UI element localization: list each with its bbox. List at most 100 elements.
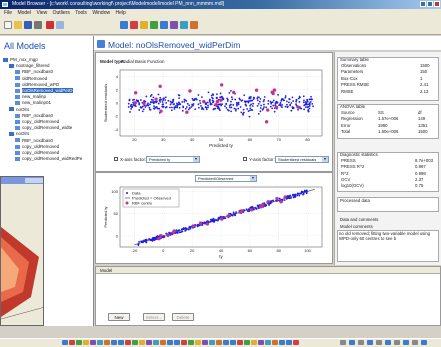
taskbar-app-icon[interactable] <box>181 340 187 345</box>
model-tool-icon-4[interactable] <box>150 21 158 29</box>
predicted-observed-plot[interactable]: -20 0 20 40 60 80 100 100 50 0 ty Predicted ty DataP… <box>100 183 328 262</box>
tree-item[interactable]: RBF_noxdbas0 <box>15 138 53 143</box>
menu-outliers[interactable]: Outliers <box>52 10 70 16</box>
yaxis-factor-checkbox[interactable] <box>243 157 247 161</box>
model-tool-icon-3[interactable] <box>140 21 148 29</box>
taskbar-app-icon[interactable] <box>76 340 82 345</box>
taskbar-app-icon[interactable] <box>230 340 236 345</box>
tree-item[interactable]: noOlrs <box>9 131 29 136</box>
tree-item[interactable]: copy_oldRemoved_widRedPe <box>15 156 82 161</box>
tree-item[interactable]: RBF_noxdbas0 <box>15 69 53 74</box>
taskbar-app-icon[interactable] <box>216 340 222 345</box>
tree-item[interactable]: oldRemoved <box>15 76 47 81</box>
rbf-centre-point <box>198 221 203 225</box>
model-tool-icon-2[interactable] <box>130 21 138 29</box>
taskbar-app-icon[interactable] <box>272 340 278 345</box>
tree-item[interactable]: noOlsRemoved_widPerD <box>15 88 73 93</box>
taskbar-app-icon[interactable] <box>279 340 285 345</box>
taskbar-app-icon[interactable] <box>139 340 145 345</box>
taskbar-app-icon[interactable] <box>286 340 292 345</box>
copy-icon[interactable] <box>56 21 64 29</box>
taskbar-app-icon[interactable] <box>111 340 117 345</box>
tray-icon[interactable] <box>412 340 418 345</box>
minimize-button[interactable] <box>420 1 426 7</box>
open-folder-icon[interactable] <box>14 21 22 29</box>
taskbar-app-icon[interactable] <box>167 340 173 345</box>
delete-icon[interactable] <box>46 21 54 29</box>
save-icon[interactable] <box>24 21 32 29</box>
tree-item[interactable]: copy_oldRemoved <box>15 144 59 149</box>
background-window[interactable] <box>0 176 44 326</box>
menu-tools[interactable]: Tools <box>75 10 87 16</box>
new-button[interactable]: New <box>108 313 130 321</box>
plot-type-select[interactable]: Predicted/Observed <box>195 175 257 182</box>
taskbar-app-icon[interactable] <box>202 340 208 345</box>
taskbar-app-icon[interactable] <box>146 340 152 345</box>
taskbar-app-icon[interactable] <box>160 340 166 345</box>
tree-item[interactable]: noOlrs <box>9 107 29 112</box>
model-tool-icon-1[interactable] <box>120 21 128 29</box>
menu-help[interactable]: Help <box>115 10 126 16</box>
select-button[interactable]: Select... <box>143 313 165 321</box>
tree-item[interactable]: oldRemoved_wPD <box>15 82 59 87</box>
menu-file[interactable]: File <box>4 10 13 16</box>
tree-item[interactable]: new_malinp01 <box>15 100 51 105</box>
tray-icon[interactable] <box>358 340 364 345</box>
tree-item[interactable]: RBF_noxdbas0 <box>15 113 53 118</box>
taskbar-app-icon[interactable] <box>223 340 229 345</box>
tray-icon[interactable] <box>385 340 391 345</box>
taskbar-app-icon[interactable] <box>174 340 180 345</box>
taskbar-app-icon[interactable] <box>244 340 250 345</box>
yaxis-factor-select[interactable]: Studentized residuals <box>275 156 329 163</box>
tray-icon[interactable] <box>340 340 346 345</box>
tray-icon[interactable] <box>367 340 373 345</box>
maximize-button[interactable] <box>427 1 433 7</box>
taskbar-app-icon[interactable] <box>195 340 201 345</box>
tray-icon[interactable] <box>394 340 400 345</box>
tray-icon[interactable] <box>349 340 355 345</box>
tree-item[interactable]: new_malinp <box>15 94 46 99</box>
taskbar-app-icon[interactable] <box>188 340 194 345</box>
tray-icon[interactable] <box>421 340 427 345</box>
delete-button[interactable]: Delete <box>172 313 194 321</box>
taskbar-app-icon[interactable] <box>90 340 96 345</box>
xaxis-factor-select[interactable]: Predicted ty <box>146 156 200 163</box>
tree-item[interactable]: noxtrage_filtered <box>9 63 50 68</box>
print-icon[interactable] <box>34 21 42 29</box>
model-tool-icon-5[interactable] <box>160 21 168 29</box>
taskbar-app-icon[interactable] <box>83 340 89 345</box>
taskbar-app-icon[interactable] <box>104 340 110 345</box>
tray-icon[interactable] <box>376 340 382 345</box>
model-tool-icon-7[interactable] <box>180 21 188 29</box>
new-file-icon[interactable] <box>4 21 12 29</box>
taskbar-app-icon[interactable] <box>69 340 75 345</box>
taskbar-app-icon[interactable] <box>125 340 131 345</box>
tree-item[interactable]: copy_oldRemoved_widte <box>15 125 72 130</box>
taskbar-app-icon[interactable] <box>258 340 264 345</box>
tree-item[interactable]: PM_nox_mgp <box>3 57 38 62</box>
xaxis-factor-checkbox[interactable] <box>114 157 118 161</box>
menu-model[interactable]: Model <box>17 10 32 16</box>
taskbar-app-icon[interactable] <box>209 340 215 345</box>
menu-window[interactable]: Window <box>92 10 111 16</box>
taskbar-app-icon[interactable] <box>265 340 271 345</box>
taskbar-app-icon[interactable] <box>153 340 159 345</box>
taskbar-app-icon[interactable] <box>251 340 257 345</box>
tray-icon[interactable] <box>403 340 409 345</box>
taskbar-app-icon[interactable] <box>62 340 68 345</box>
taskbar-app-icon[interactable] <box>237 340 243 345</box>
data-point <box>263 103 265 106</box>
menu-view[interactable]: View <box>36 10 48 16</box>
close-button[interactable] <box>434 1 440 7</box>
taskbar-app-icon[interactable] <box>132 340 138 345</box>
model-tool-icon-6[interactable] <box>170 21 178 29</box>
rbf-centre-point <box>159 233 163 238</box>
taskbar-app-icon[interactable] <box>118 340 124 345</box>
data-point <box>296 194 299 197</box>
taskbar-app-icon[interactable] <box>97 340 103 345</box>
taskbar-app-icon[interactable] <box>293 340 299 345</box>
tree-item[interactable]: copy_oldRemoved <box>15 119 59 124</box>
tree-item[interactable]: copy_oldRemoved <box>15 150 59 155</box>
model-tool-icon-8[interactable] <box>190 21 198 29</box>
